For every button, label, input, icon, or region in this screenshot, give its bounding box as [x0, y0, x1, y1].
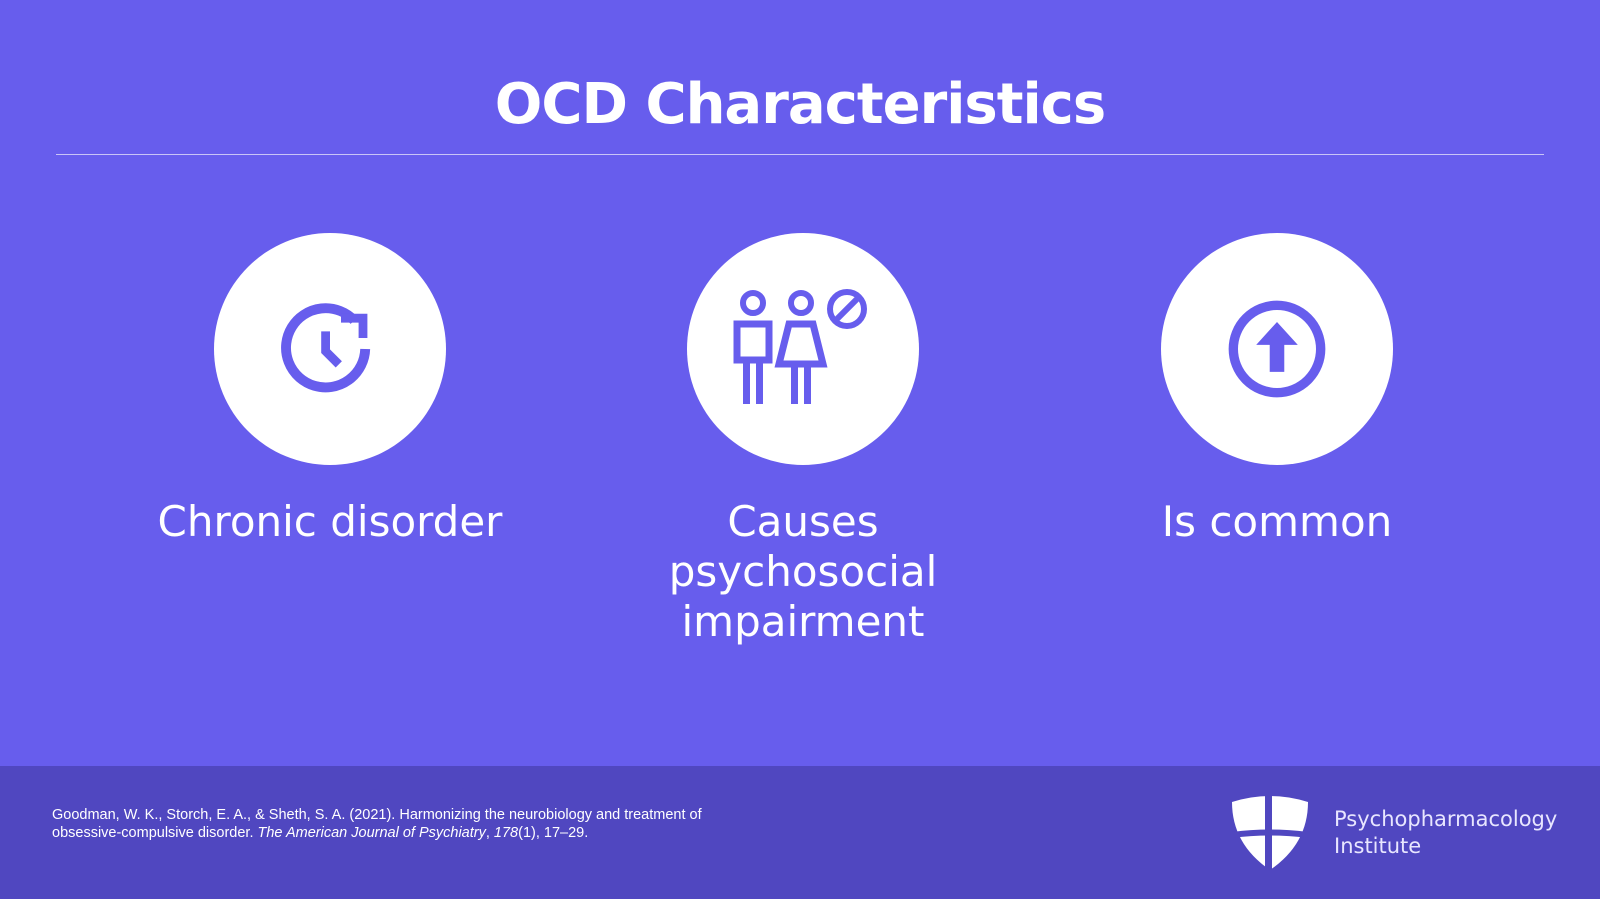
citation-pages: (1), 17–29. [518, 825, 589, 841]
icon-circle [1161, 233, 1393, 465]
shield-logo-icon [1232, 794, 1308, 872]
arrow-up-circle-icon [1228, 300, 1326, 398]
citation-text: Goodman, W. K., Storch, E. A., & Sheth, … [52, 807, 702, 841]
icon-circle [687, 233, 919, 465]
footer: Goodman, W. K., Storch, E. A., & Sheth, … [0, 766, 1600, 899]
citation-separator: , [485, 825, 494, 841]
card-label: Chronic disorder [157, 497, 503, 546]
card-label: Causes psychosocial impairment [668, 497, 938, 646]
institute-logo: Psychopharmacology Institute [1230, 794, 1557, 872]
people-prohibited-icon [733, 289, 867, 404]
icon-circle [214, 233, 446, 465]
card-is-common: Is common [1037, 233, 1517, 547]
citation: Goodman, W. K., Storch, E. A., & Sheth, … [52, 806, 772, 842]
card-label: Is common [1161, 497, 1393, 546]
citation-volume: 178 [493, 825, 519, 841]
title-divider [56, 154, 1544, 155]
card-chronic-disorder: Chronic disorder [90, 233, 570, 547]
clock-refresh-icon [281, 303, 371, 393]
card-psychosocial-impairment: Causes psychosocial impairment [563, 233, 1043, 647]
logo-text-line1: Psychopharmacology [1334, 807, 1558, 831]
page-title: OCD Characteristics [494, 72, 1106, 137]
citation-journal: The American Journal of Psychiatry [257, 825, 486, 841]
logo-text-line2: Institute [1334, 834, 1422, 858]
